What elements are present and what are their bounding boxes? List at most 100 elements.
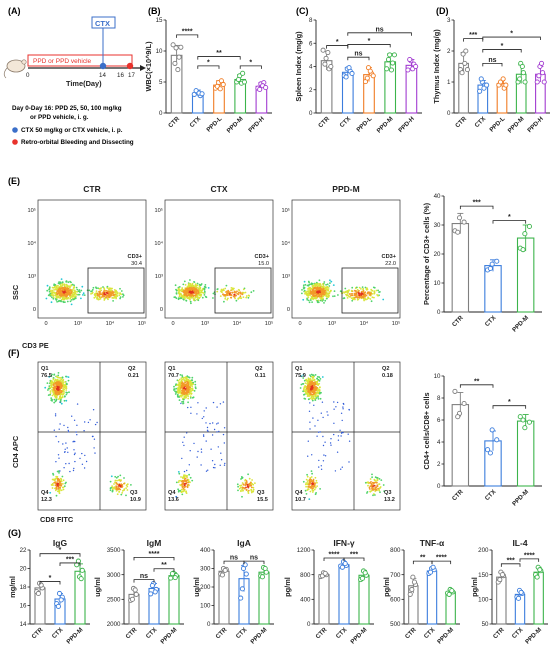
x-tick-label: CTR	[167, 115, 181, 129]
flow-f-event-dot	[317, 375, 319, 378]
flow-e-event-dot	[63, 298, 66, 301]
flow-e-event-dot	[364, 297, 366, 300]
flow-f-event-dot	[371, 484, 374, 486]
flow-e-event-dot	[185, 299, 188, 302]
x-tick-label: PPD-M	[511, 488, 530, 507]
flow-f-event-dot	[211, 434, 214, 436]
flow-f-event-dot	[209, 422, 211, 425]
flow-e-event-dot	[52, 286, 55, 289]
flow-e-event-dot	[190, 294, 192, 297]
flow-f-event-dot	[125, 494, 127, 497]
flow-e-event-dot	[199, 287, 202, 290]
flow-e-event-dot	[108, 292, 111, 295]
flow-f-event-dot	[57, 398, 60, 400]
flow-e-event-dot	[233, 287, 235, 290]
y-tick-label: 2500	[107, 597, 121, 604]
y-tick-label: 2	[447, 48, 451, 55]
data-point	[342, 561, 348, 567]
data-point	[430, 564, 436, 570]
flow-e-event-dot	[96, 294, 99, 297]
flow-f-event-dot	[311, 395, 314, 398]
flow-f-event-dot	[206, 426, 209, 429]
flow-f-event-dot	[303, 386, 306, 389]
flow-f-event-dot	[177, 471, 180, 473]
data-point	[390, 60, 396, 66]
significance-label: ****	[524, 552, 535, 559]
flow-f-event-dot	[182, 400, 185, 403]
flow-f-event-dot	[310, 476, 313, 478]
flow-f-event-dot	[66, 391, 69, 394]
flow-f-event-dot	[315, 479, 318, 482]
data-point	[325, 50, 331, 56]
flow-e-event-dot	[216, 290, 219, 293]
data-point	[323, 55, 329, 61]
flow-f-event-dot	[76, 403, 79, 405]
flow-f-event-dot	[52, 378, 55, 381]
flow-f-event-dot	[216, 406, 218, 408]
flow-e-event-dot	[189, 298, 191, 301]
flow-f-event-dot	[62, 378, 65, 381]
x-tick-label: PPD-L	[488, 115, 506, 133]
flow-e-event-dot	[53, 289, 55, 291]
flow-e-event-dot	[324, 299, 327, 302]
flow-e-x-tick: 10⁵	[265, 320, 274, 327]
flow-e-event-dot	[199, 296, 201, 299]
flow-f-event-dot	[85, 460, 88, 463]
flow-f-event-dot	[309, 397, 311, 400]
flow-f-event-dot	[58, 396, 61, 399]
flow-e-title: CTR	[83, 184, 100, 194]
flow-f-event-dot	[53, 398, 56, 401]
flow-f-event-dot	[118, 490, 121, 493]
flow-e-y-tick: 0	[33, 307, 36, 313]
flow-f-event-dot	[53, 384, 55, 386]
flow-e-gate-label: CD3+	[128, 254, 143, 260]
flow-f-event-dot	[76, 424, 78, 426]
flow-e-event-dot	[115, 291, 117, 294]
data-point	[517, 76, 523, 82]
flow-f-event-dot	[207, 469, 209, 471]
flow-f-event-dot	[125, 484, 128, 487]
flow-e-event-dot	[102, 286, 104, 288]
flow-e-event-dot	[178, 287, 180, 290]
flow-f-event-dot	[49, 386, 52, 389]
flow-f-event-dot	[73, 449, 75, 451]
significance-label: **	[216, 50, 222, 57]
flow-e-event-dot	[174, 284, 177, 287]
flow-e-event-dot	[318, 292, 321, 295]
flow-e-x-tick: 0	[44, 321, 47, 327]
flow-e-event-dot	[216, 288, 219, 290]
flow-f-event-dot	[63, 485, 66, 488]
flow-f-event-dot	[316, 481, 318, 484]
flow-f-event-dot	[311, 391, 314, 394]
flow-e-event-dot	[67, 285, 69, 288]
x-tick-label: PPD-L	[205, 115, 223, 133]
flow-e-event-dot	[199, 294, 202, 296]
flow-f-event-dot	[191, 396, 194, 399]
flow-e-x-tick: 10³	[74, 321, 82, 327]
flow-f-event-dot	[320, 412, 322, 414]
flow-e-event-dot	[71, 283, 74, 286]
flow-f-event-dot	[308, 498, 311, 500]
flow-e-event-dot	[366, 292, 369, 295]
flow-f-x-label: CD8 FITC	[40, 515, 74, 524]
data-point	[222, 567, 228, 573]
flow-e-event-dot	[97, 298, 100, 301]
flow-f-event-dot	[61, 385, 63, 388]
data-point	[449, 588, 455, 594]
flow-e-event-dot	[196, 282, 199, 285]
flow-f-event-dot	[59, 383, 61, 385]
y-tick-label: 500	[390, 621, 401, 628]
flow-f-event-dot	[241, 476, 244, 479]
flow-e-event-dot	[318, 279, 321, 282]
flow-f-event-dot	[340, 412, 343, 414]
flow-f-event-dot	[188, 473, 191, 476]
flow-f-event-dot	[330, 444, 332, 446]
data-point	[391, 52, 397, 58]
flow-f-event-dot	[175, 387, 178, 390]
flow-f-event-dot	[59, 399, 62, 402]
flow-e-cd3-gate	[341, 267, 399, 314]
data-point	[172, 575, 178, 581]
flow-f-event-dot	[180, 379, 183, 381]
flow-e-event-dot	[187, 283, 190, 286]
flow-e-y-tick: 10³	[155, 274, 163, 280]
